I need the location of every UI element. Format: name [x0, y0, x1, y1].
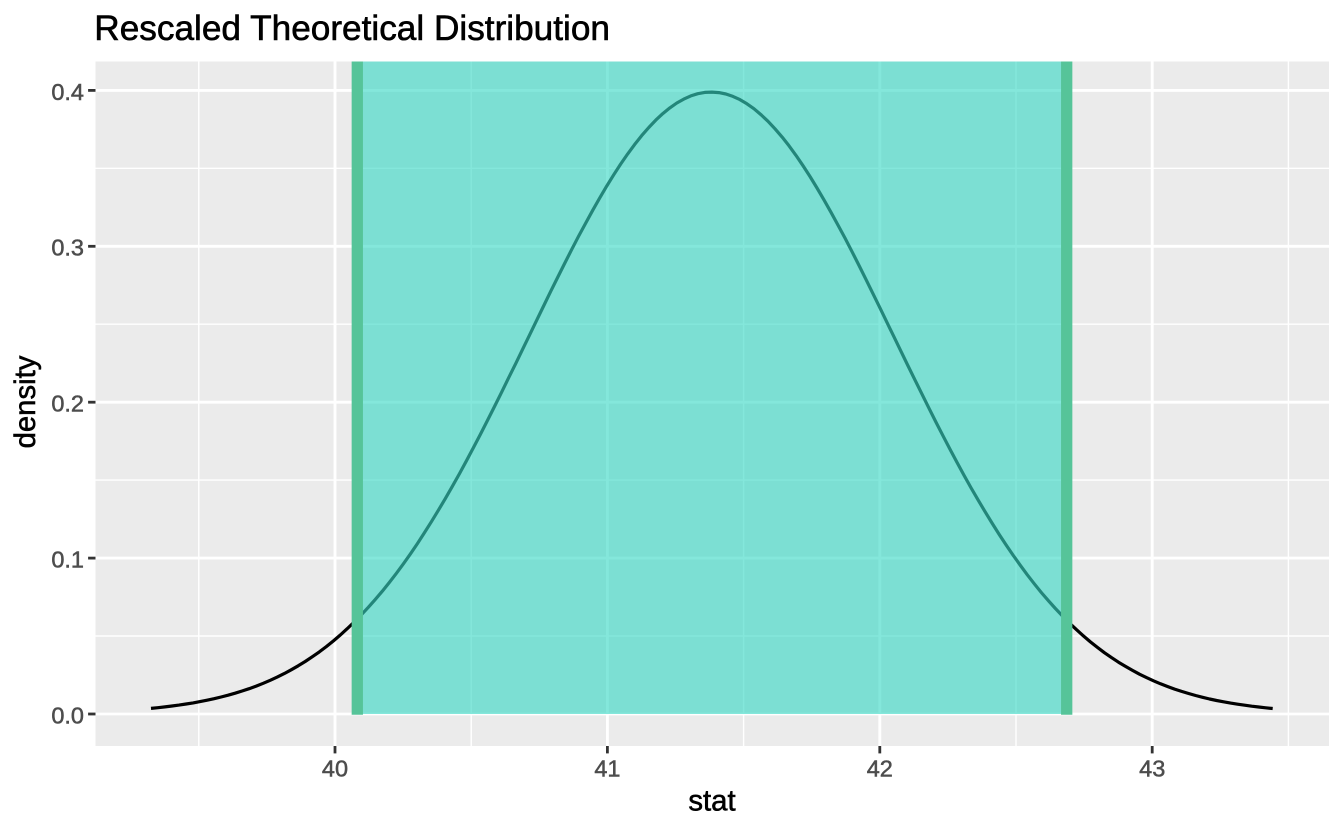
svg-text:density: density [9, 355, 42, 448]
svg-text:0.0: 0.0 [51, 702, 84, 728]
svg-text:41: 41 [594, 755, 620, 781]
svg-text:40: 40 [322, 755, 348, 781]
svg-text:42: 42 [867, 755, 893, 781]
svg-text:0.1: 0.1 [51, 547, 84, 573]
svg-text:0.2: 0.2 [51, 391, 84, 417]
svg-text:43: 43 [1139, 755, 1165, 781]
svg-text:0.4: 0.4 [51, 79, 84, 105]
svg-text:0.3: 0.3 [51, 235, 84, 261]
svg-text:stat: stat [688, 785, 735, 818]
svg-text:Rescaled Theoretical Distribut: Rescaled Theoretical Distribution [94, 9, 610, 48]
